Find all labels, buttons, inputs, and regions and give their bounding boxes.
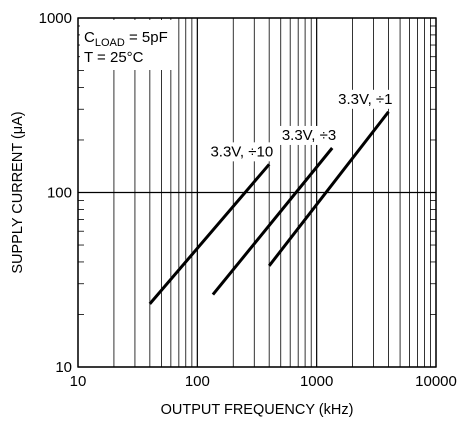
tick-labels: 10 100 1000 10000 10 100 1000 [39, 10, 457, 390]
series-label: 3.3V, ÷1 [338, 91, 392, 108]
x-tick-label: 1000 [300, 373, 333, 390]
series-line [148, 163, 271, 305]
grid [77, 17, 437, 368]
series-label-background [278, 125, 340, 145]
series-label-background [207, 142, 277, 162]
series-label: 3.3V, ÷3 [282, 127, 336, 144]
temperature-annotation: T = 25°C [84, 49, 144, 66]
series-lines [148, 110, 390, 305]
y-tick-label: 1000 [39, 10, 72, 27]
conditions-background [80, 20, 172, 70]
series-line [268, 110, 390, 267]
cload-subscript: LOAD [95, 37, 125, 49]
conditions-box: CLOAD = 5pF T = 25°C [80, 20, 172, 70]
series-line [211, 147, 334, 296]
x-axis-title: OUTPUT FREQUENCY (kHz) [161, 402, 354, 418]
x-tick-label: 10 [70, 373, 87, 390]
y-tick-label: 100 [47, 185, 72, 202]
series-labels: 3.3V, ÷10 3.3V, ÷3 3.3V, ÷1 [207, 89, 396, 162]
plot-frame [77, 17, 437, 368]
x-tick-label: 100 [185, 373, 210, 390]
series-label: 3.3V, ÷10 [210, 143, 273, 160]
y-axis-title: SUPPLY CURRENT (μA) [10, 111, 26, 273]
y-tick-label: 10 [55, 359, 72, 376]
cload-value: = 5pF [125, 29, 168, 46]
cload-prefix: C [84, 29, 95, 46]
cload-annotation: CLOAD = 5pF [84, 29, 168, 49]
series-label-background [335, 89, 396, 109]
x-tick-label: 10000 [415, 373, 457, 390]
